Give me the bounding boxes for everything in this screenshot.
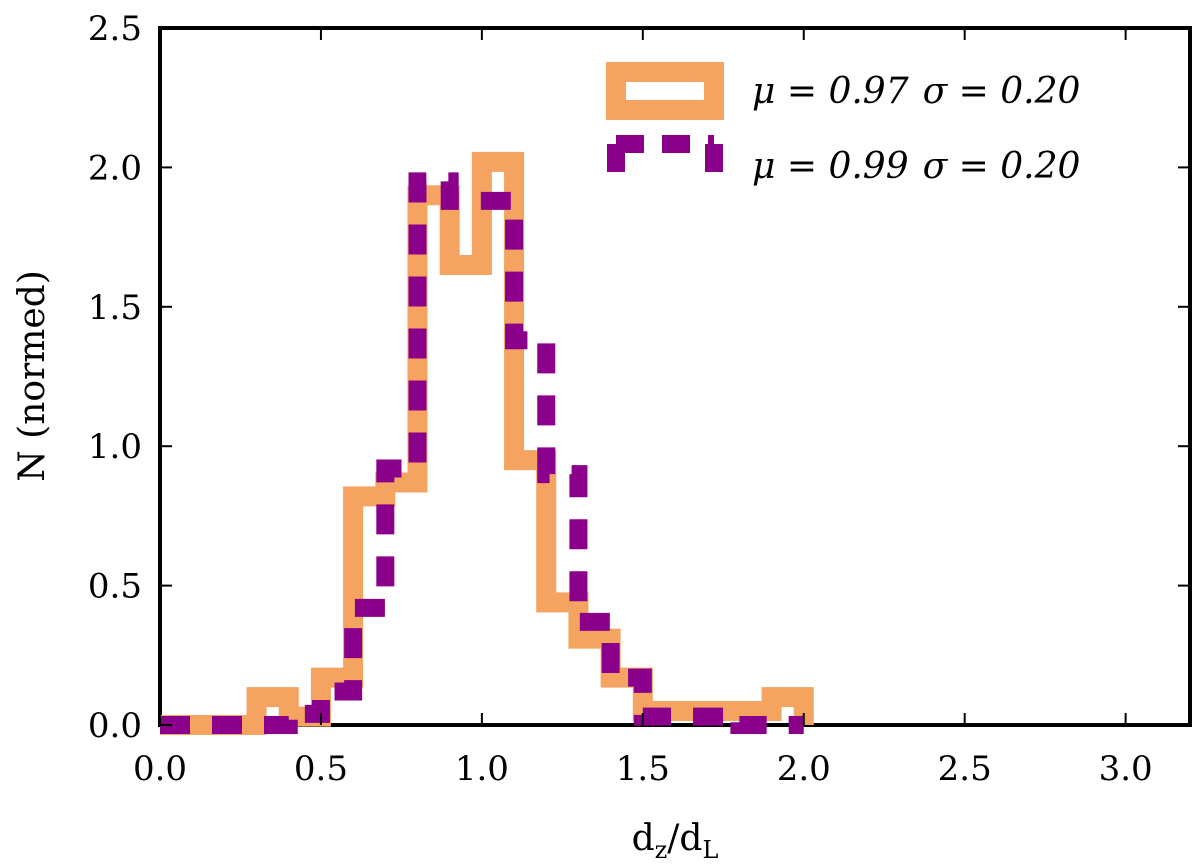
y-tick-label-0: 0.0 — [88, 706, 142, 746]
x-tick-label-2: 1.0 — [455, 749, 509, 789]
x-axis-label: dz/dL — [632, 818, 719, 864]
x-axis-label-slash: /d — [667, 818, 702, 859]
x-axis-label-num: d — [632, 818, 655, 859]
x-axis-label-den-sub: L — [702, 836, 718, 864]
x-tick-label-3: 1.5 — [616, 749, 670, 789]
legend-mu-series-2: μ = 0.99 — [752, 146, 909, 187]
series-layer — [160, 151, 814, 735]
y-axis-label: N (normed) — [12, 270, 53, 482]
y-tick-label-2: 1.0 — [88, 427, 142, 467]
y-tick-label-1: 0.5 — [88, 567, 142, 607]
tick-layer: 0.0 0.5 1.0 1.5 2.0 2.5 3.0 0.0 0.5 1.0 1.5 2.0 2.5 — [88, 9, 1190, 789]
x-axis-label-num-sub: z — [655, 836, 668, 864]
x-tick-label-5: 2.5 — [938, 749, 992, 789]
legend-label-series-2: μ = 0.99 σ = 0.20 — [752, 146, 1080, 187]
y-tick-label-5: 2.5 — [88, 9, 142, 49]
x-tick-label-0: 0.0 — [133, 749, 187, 789]
x-tick-label-4: 2.0 — [777, 749, 831, 789]
legend-label-series-1: μ = 0.97 σ = 0.20 — [752, 71, 1080, 112]
legend: μ = 0.97 σ = 0.20 μ = 0.99 σ = 0.20 — [606, 62, 1080, 187]
histogram-series-1 — [160, 151, 814, 735]
histogram-series-2 — [160, 172, 804, 734]
legend-swatch-series-1 — [606, 62, 724, 120]
legend-sigma-series-2: σ = 0.20 — [923, 146, 1081, 187]
y-tick-label-3: 1.5 — [88, 288, 142, 328]
x-tick-label-1: 0.5 — [294, 749, 348, 789]
legend-swatch-series-2 — [607, 135, 723, 184]
legend-sigma-series-1: σ = 0.20 — [923, 71, 1081, 112]
y-tick-label-4: 2.0 — [88, 148, 142, 188]
x-tick-label-6: 3.0 — [1099, 749, 1153, 789]
legend-mu-series-1: μ = 0.97 — [752, 71, 909, 112]
plot-frame — [158, 26, 1192, 727]
